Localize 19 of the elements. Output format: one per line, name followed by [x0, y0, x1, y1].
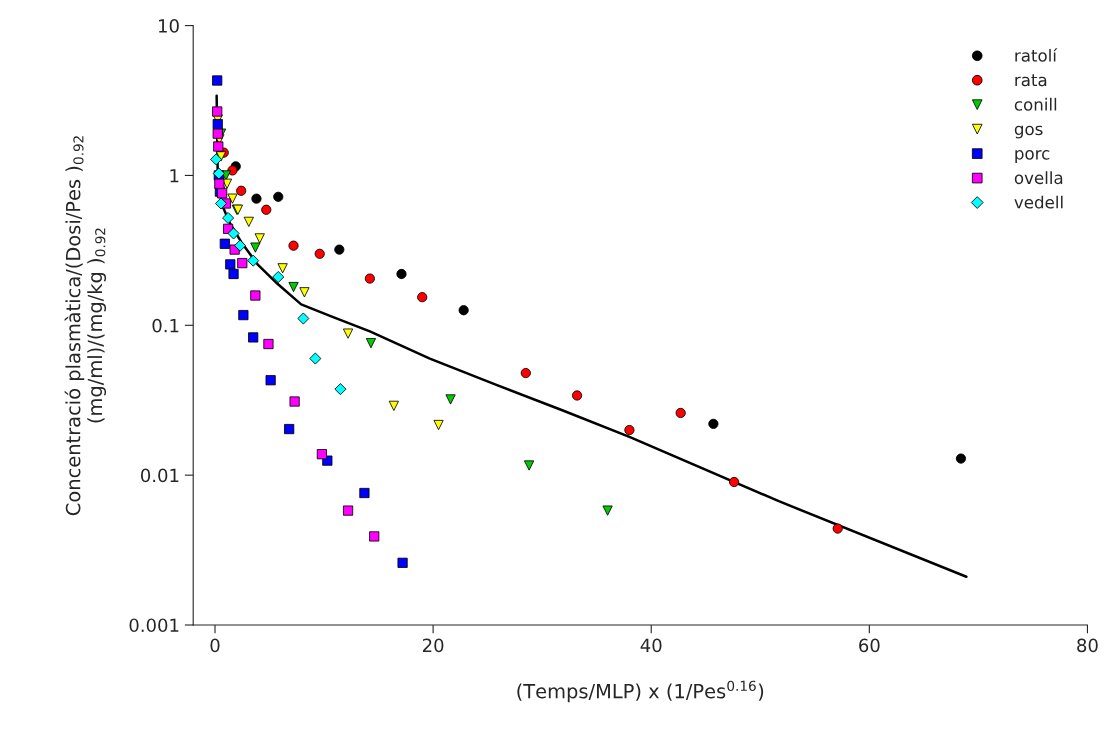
x-tick-label: 60	[859, 638, 880, 653]
y-tick-label: 0.01	[140, 468, 179, 483]
legend-label: ratolí	[1015, 48, 1058, 62]
x-tick-label: 40	[640, 638, 662, 653]
x-tick-label: 80	[1077, 638, 1098, 653]
legend-label: ovella	[1014, 171, 1063, 185]
legend-label: rata	[1015, 74, 1047, 87]
x-axis-title: (Temps/MLP) x (1/Pes$^{0.16}$)	[517, 680, 764, 703]
legend-label: conill	[1014, 97, 1057, 111]
y-tick-label: 10	[159, 19, 179, 33]
text: Concentració plasmàtica/(Dosi/Pes )$_{0.92}$ (mg/ml)/(mg/kg )$_{0.92}$	[64, 136, 107, 516]
x-tick-label: 0	[210, 638, 220, 653]
legend-label: porc	[1015, 150, 1050, 163]
y-tick-label: 0.1	[152, 318, 179, 333]
x-tick-label: 20	[422, 638, 444, 653]
legend-label: vedell	[1014, 195, 1063, 209]
y-tick-label: 0.001	[129, 618, 179, 633]
y-tick-label: 1	[170, 169, 179, 183]
legend-label: gos	[1014, 125, 1043, 139]
